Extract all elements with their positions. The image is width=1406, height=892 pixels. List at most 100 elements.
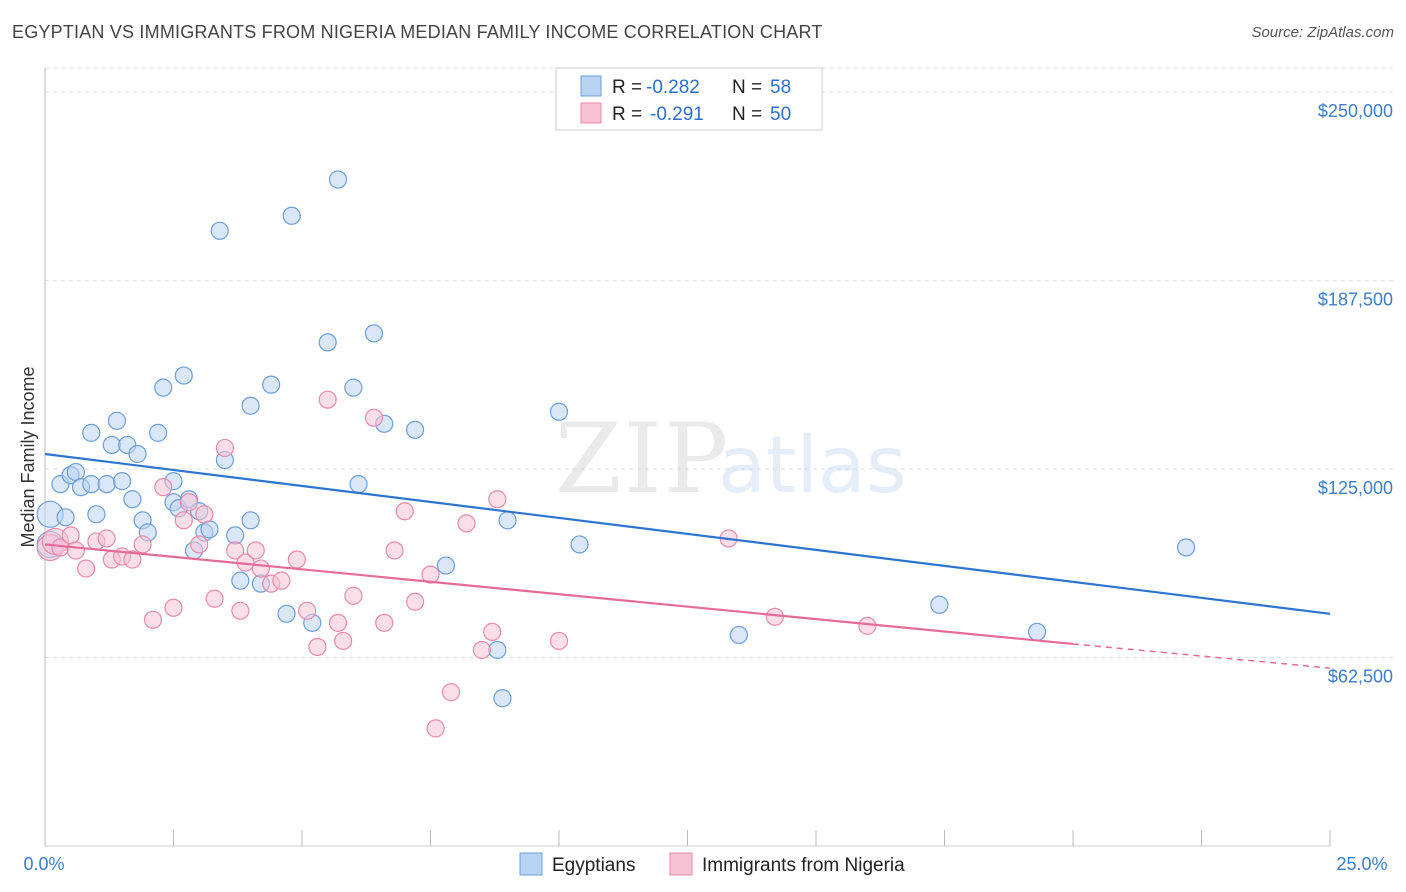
y-tick-label: $62,500	[1328, 667, 1393, 687]
data-point	[858, 616, 877, 635]
data-point	[385, 541, 404, 560]
data-point	[241, 396, 260, 415]
data-point	[123, 550, 142, 569]
data-point	[107, 411, 127, 430]
data-point	[246, 541, 265, 560]
data-point	[82, 423, 101, 442]
watermark-atlas: atlas	[718, 421, 907, 511]
data-point	[441, 683, 461, 702]
y-tick-labels: $62,500 $125,000 $187,500 $250,000	[1318, 101, 1393, 686]
data-point	[164, 598, 183, 617]
data-point	[61, 526, 80, 545]
x-tick-marks	[44, 830, 1331, 846]
data-point	[405, 420, 425, 439]
data-point	[112, 472, 132, 491]
data-point	[154, 378, 173, 397]
data-point	[349, 475, 368, 494]
data-point	[436, 556, 456, 575]
series-egyptians-points	[36, 170, 1196, 708]
data-point	[493, 689, 512, 708]
data-point	[483, 622, 502, 641]
trend-lines	[44, 452, 1331, 669]
legend-n-value-2: 50	[770, 104, 791, 125]
data-point	[102, 435, 121, 455]
legend-box: R = -0.282 N = 58 R = -0.291 N = 50	[555, 67, 823, 131]
data-point	[334, 631, 353, 651]
x-tick-label-max: 25.0%	[1336, 854, 1387, 874]
watermark: ZIP atlas	[555, 403, 907, 515]
legend-r-value-1: -0.282	[646, 77, 700, 98]
data-point	[66, 462, 85, 482]
data-point	[328, 170, 348, 189]
data-point	[190, 535, 209, 554]
trend-line-nigeria	[44, 543, 1074, 646]
data-point	[241, 511, 260, 530]
data-point	[154, 478, 173, 497]
data-point	[298, 601, 317, 620]
data-point	[200, 520, 219, 539]
data-point	[375, 613, 394, 632]
data-point	[318, 333, 337, 352]
data-point	[226, 541, 245, 560]
data-point	[472, 640, 491, 660]
legend-n-value-1: 58	[770, 77, 791, 98]
bottom-legend-label-nigeria: Immigrants from Nigeria	[702, 855, 905, 876]
data-point	[421, 565, 440, 584]
data-point	[231, 571, 250, 590]
data-point	[318, 390, 337, 409]
data-point	[328, 613, 348, 632]
data-point	[272, 571, 291, 590]
data-point	[231, 601, 250, 620]
data-point	[128, 444, 147, 464]
data-point	[426, 719, 445, 738]
data-point	[77, 559, 96, 578]
data-point	[205, 589, 224, 608]
data-point	[143, 610, 163, 629]
data-point	[364, 408, 384, 427]
data-point	[56, 508, 75, 527]
data-point	[215, 438, 234, 458]
data-point	[308, 637, 327, 657]
data-point	[174, 511, 193, 530]
data-point	[570, 535, 589, 554]
data-point	[549, 402, 569, 421]
data-point	[174, 366, 193, 385]
legend-n-label-2: N =	[732, 104, 762, 125]
data-point	[148, 423, 168, 442]
data-point	[97, 529, 116, 548]
data-point	[287, 550, 306, 569]
data-point	[133, 535, 152, 554]
data-point	[405, 592, 425, 611]
bottom-legend: Egyptians Immigrants from Nigeria	[519, 852, 905, 876]
data-point	[930, 595, 949, 614]
legend-r-label-2: R =	[612, 104, 642, 125]
data-point	[549, 631, 569, 651]
data-point	[66, 541, 85, 560]
data-point	[498, 511, 517, 530]
data-point	[97, 475, 116, 494]
y-axis-label: Median Family Income	[18, 366, 38, 547]
y-tick-label: $250,000	[1318, 101, 1393, 121]
legend-swatch-egyptians	[580, 75, 602, 97]
data-point	[123, 490, 142, 509]
legend-r-label-1: R =	[612, 77, 642, 98]
data-point	[488, 490, 507, 509]
data-point	[344, 586, 363, 605]
data-point	[395, 502, 414, 521]
data-point	[226, 526, 245, 545]
data-point	[277, 604, 296, 623]
data-point	[251, 559, 270, 578]
data-point	[729, 625, 749, 645]
data-point	[210, 221, 229, 240]
data-point	[344, 378, 363, 397]
watermark-zip: ZIP	[555, 403, 730, 515]
series-nigeria-points	[36, 390, 877, 738]
data-point	[457, 514, 476, 533]
x-tick-label-min: 0.0%	[23, 854, 64, 874]
data-point	[488, 640, 507, 660]
data-point	[364, 324, 384, 343]
trend-line-egyptians	[44, 452, 1331, 615]
legend-n-label-1: N =	[732, 77, 762, 98]
data-point	[282, 206, 301, 225]
